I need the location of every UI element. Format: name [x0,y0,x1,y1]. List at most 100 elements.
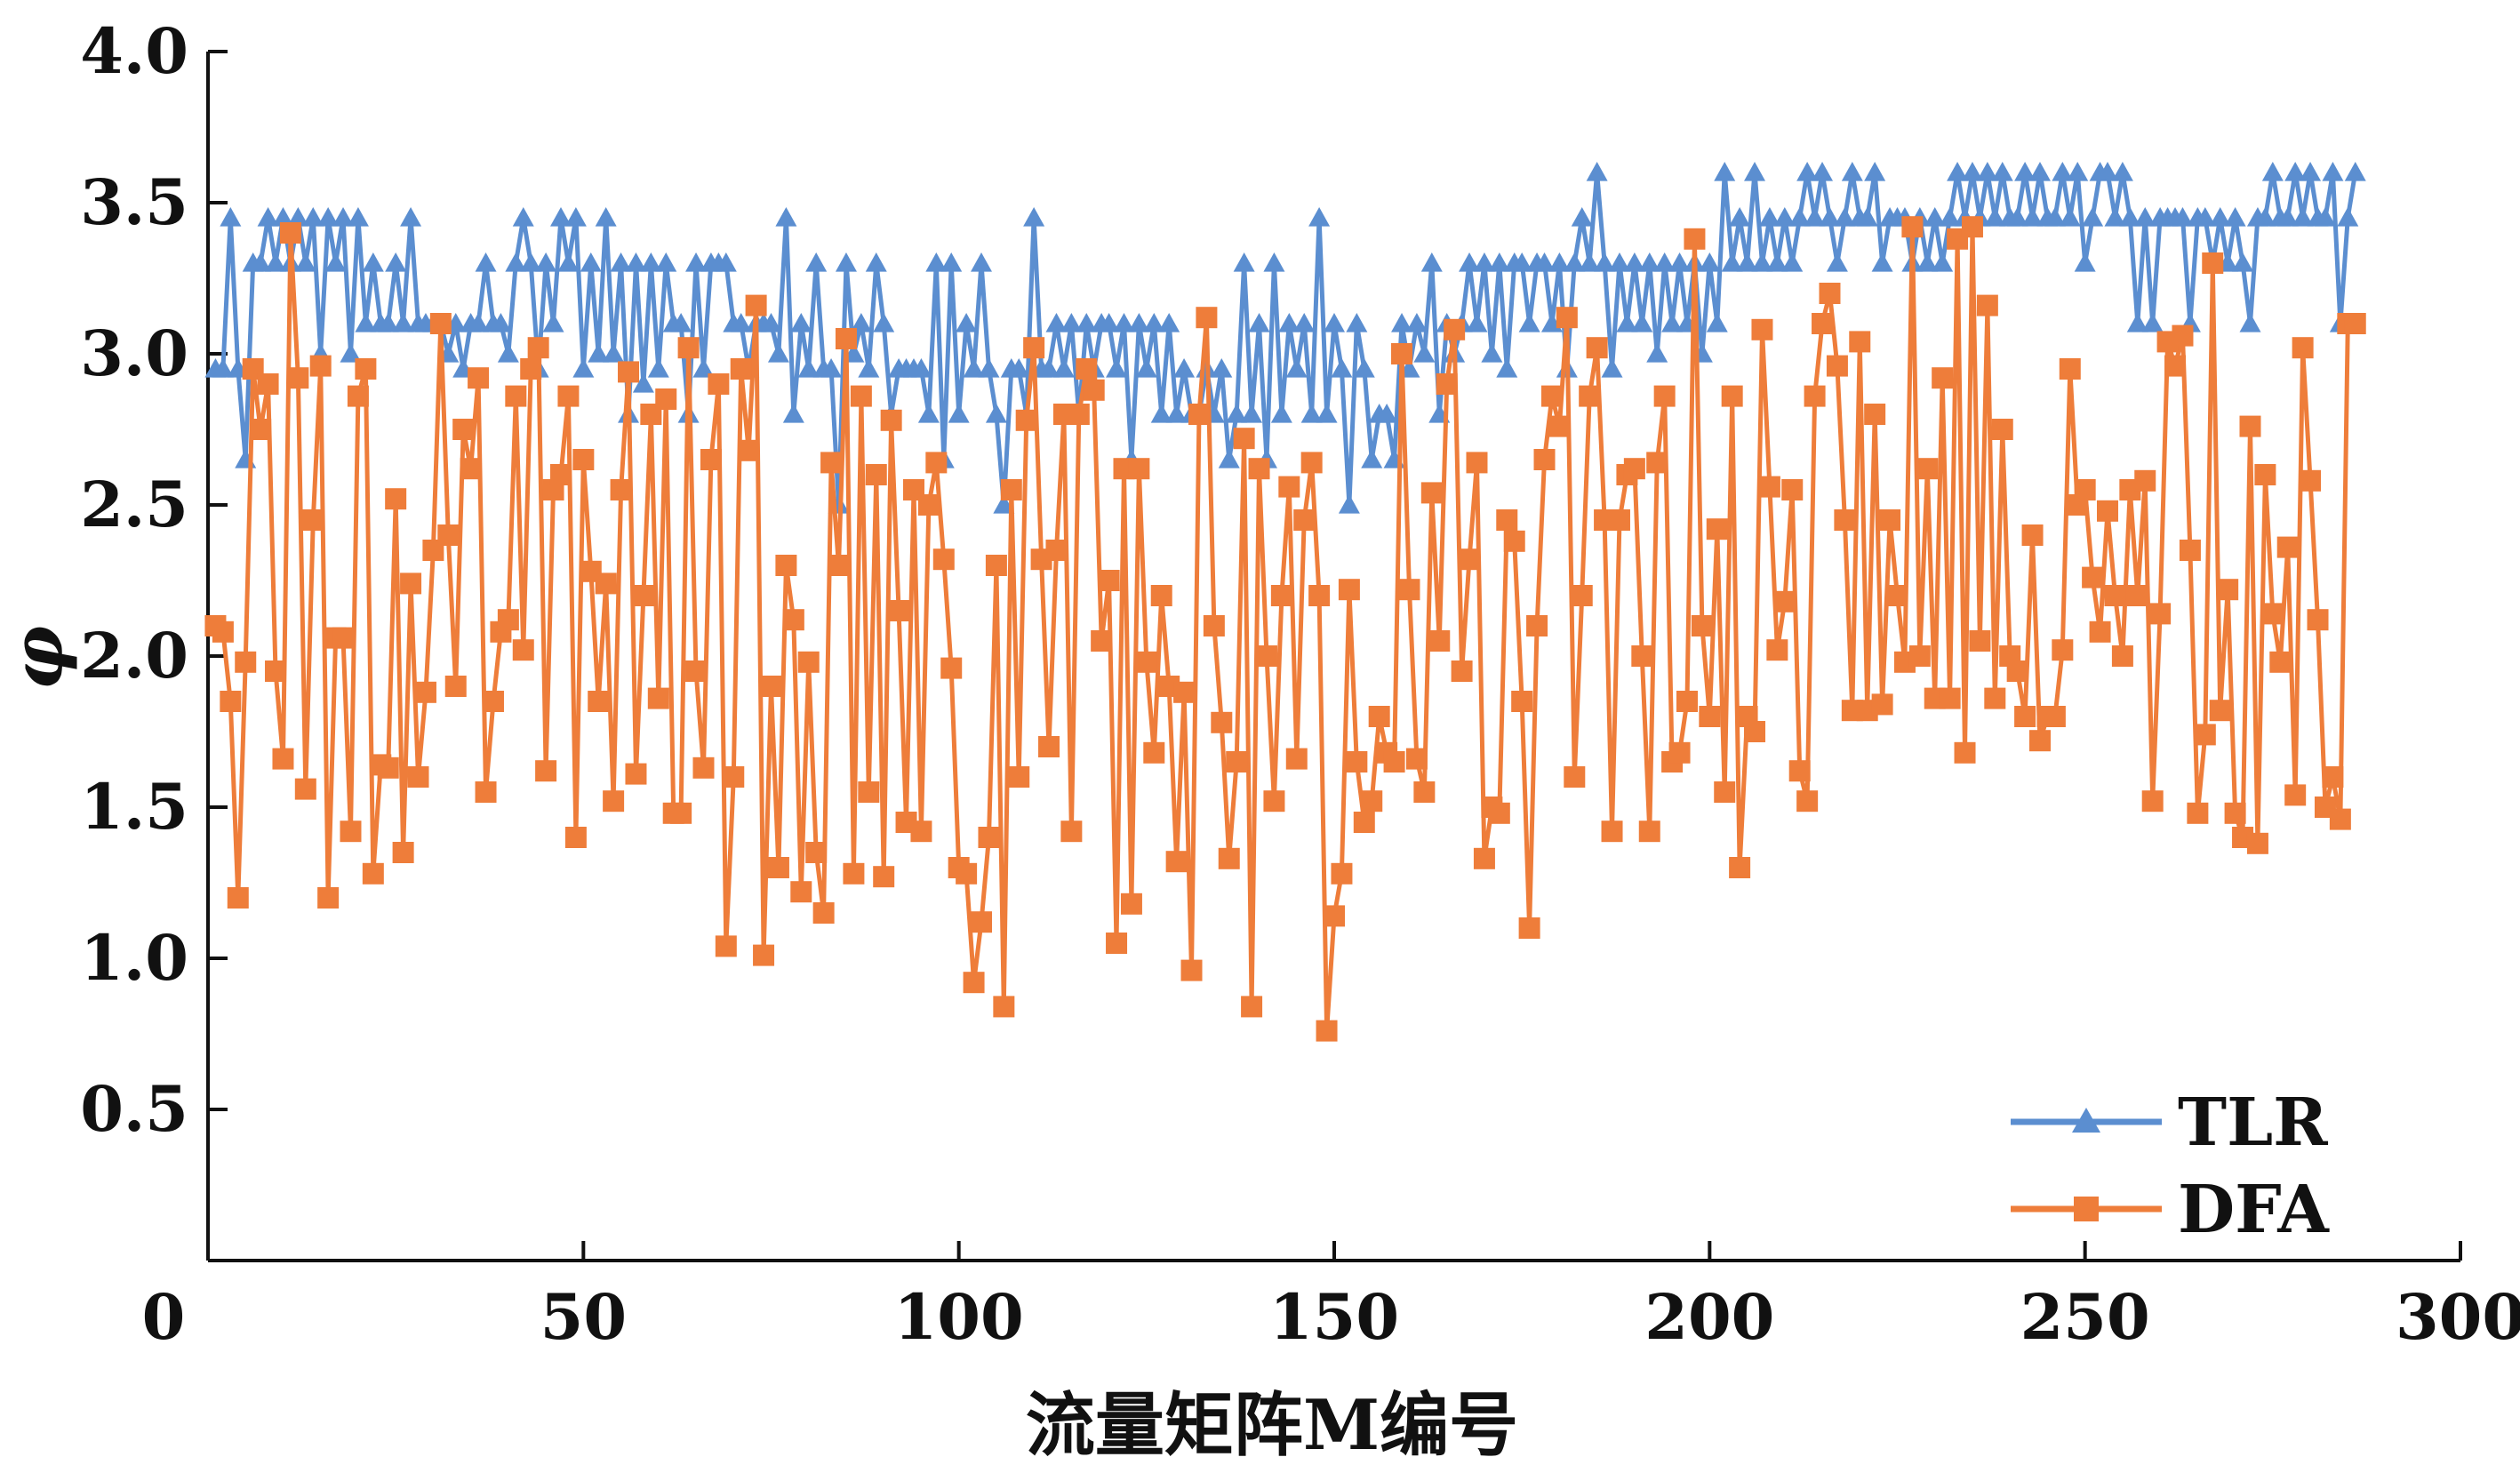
data-point-dfa [1451,660,1473,682]
data-point-tlr [564,207,587,227]
data-point-tlr [2052,162,2074,181]
data-point-tlr [1796,162,1819,181]
x-tick-label: 300 [2396,1280,2520,1354]
data-point-dfa [730,358,752,380]
data-point-tlr [2322,162,2344,181]
data-point-dfa [212,620,234,643]
data-point-tlr [1060,313,1083,332]
data-point-dfa [400,572,422,595]
data-point-dfa [347,385,369,407]
x-tick-label: 200 [1644,1280,1774,1354]
data-point-tlr [963,358,985,378]
data-point-tlr [2172,207,2194,227]
data-point-tlr [400,207,422,227]
data-point-tlr [1052,358,1075,378]
data-point-dfa [1459,548,1481,571]
data-point-tlr [324,252,347,272]
x-tick-label: 100 [894,1280,1024,1354]
data-point-tlr [1668,252,1691,272]
data-point-tlr [1488,252,1510,272]
data-point-tlr [1158,313,1180,332]
data-point-dfa [2104,585,2126,606]
legend-marker-tlr [2072,1108,2100,1133]
y-ticks: 0.5 1.0 1.5 2.0 2.5 3.0 3.5 4.0 [80,14,228,1146]
data-point-tlr [1788,207,1811,227]
data-point-tlr [715,252,737,272]
data-point-tlr [1856,207,1878,227]
data-point-tlr [2082,207,2104,227]
data-point-tlr [1211,358,1233,378]
data-point-tlr [1646,343,1668,363]
data-point-dfa [1023,337,1045,359]
data-point-tlr [549,207,572,227]
data-point-tlr [362,252,384,272]
data-point-dfa [1579,385,1601,407]
data-point-tlr [1579,252,1601,272]
data-point-tlr [475,252,497,272]
data-point-dfa [858,781,880,803]
data-point-tlr [1143,313,1165,332]
data-point-dfa [2194,724,2216,746]
data-point-tlr [2300,162,2322,181]
data-point-tlr [2239,313,2261,332]
data-point-dfa [437,524,460,546]
data-point-dfa [723,766,745,788]
data-point-dfa [1361,790,1383,813]
data-point-dfa [971,911,993,933]
data-point-dfa [2006,660,2028,682]
x-tick-label: 0 [142,1280,186,1354]
data-point-tlr [1300,404,1323,423]
data-point-dfa [1106,933,1128,954]
data-point-tlr [1631,313,1653,332]
data-point-tlr [1699,252,1721,272]
data-point-dfa [1076,358,1098,380]
data-point-dfa [1300,452,1323,474]
legend: TLR DFA [2011,1085,2330,1248]
data-point-tlr [1113,313,1135,332]
data-point-dfa [317,887,340,909]
data-point-dfa [1015,409,1037,431]
data-point-tlr [625,252,647,272]
data-point-tlr [1391,313,1413,332]
data-point-tlr [1420,252,1443,272]
data-point-tlr [632,373,654,393]
data-point-dfa [2344,313,2366,334]
data-point-tlr [760,313,782,332]
data-point-dfa [782,609,804,631]
data-point-dfa [1714,781,1736,803]
data-point-tlr [2006,207,2028,227]
data-point-tlr [2314,207,2336,227]
data-point-dfa [1781,479,1804,500]
data-point-dfa [2179,540,2201,561]
data-point-tlr [1496,358,1518,378]
data-point-tlr [820,358,843,378]
data-point-dfa [392,842,414,863]
data-point-dfa [250,419,272,440]
data-point-tlr [1819,207,1841,227]
data-point-dfa [257,373,279,395]
data-point-dfa [2276,536,2299,558]
data-point-tlr [1150,404,1172,423]
data-point-dfa [1518,917,1540,939]
data-point-dfa [444,676,467,697]
data-point-dfa [332,627,355,649]
data-point-tlr [910,358,932,378]
data-point-dfa [1526,615,1548,636]
data-point-dfa [2082,566,2104,588]
data-point-dfa [1969,630,1991,652]
data-point-dfa [1991,419,2013,440]
data-point-tlr [1413,343,1436,363]
data-point-dfa [505,385,527,407]
data-point-dfa [2028,730,2051,752]
data-point-dfa [812,902,835,924]
data-point-tlr [1248,313,1270,332]
data-point-tlr [2276,207,2299,227]
data-point-tlr [1766,252,1788,272]
data-point-dfa [738,439,760,461]
data-point-tlr [850,313,872,332]
data-point-dfa [1420,482,1443,504]
data-point-tlr [1661,313,1684,332]
data-point-dfa [1331,862,1353,885]
data-point-dfa [1226,751,1248,773]
data-point-dfa [1203,615,1225,636]
